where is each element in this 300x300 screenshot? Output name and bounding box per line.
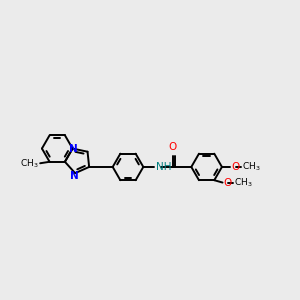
Text: N: N (70, 170, 79, 181)
Text: O: O (224, 178, 232, 188)
Text: O: O (169, 142, 177, 152)
Text: CH$_3$: CH$_3$ (20, 158, 39, 170)
Text: O: O (231, 162, 240, 172)
Text: N: N (69, 143, 77, 154)
Text: CH$_3$: CH$_3$ (234, 177, 253, 189)
Text: CH$_3$: CH$_3$ (242, 161, 261, 173)
Text: NH: NH (156, 162, 172, 172)
